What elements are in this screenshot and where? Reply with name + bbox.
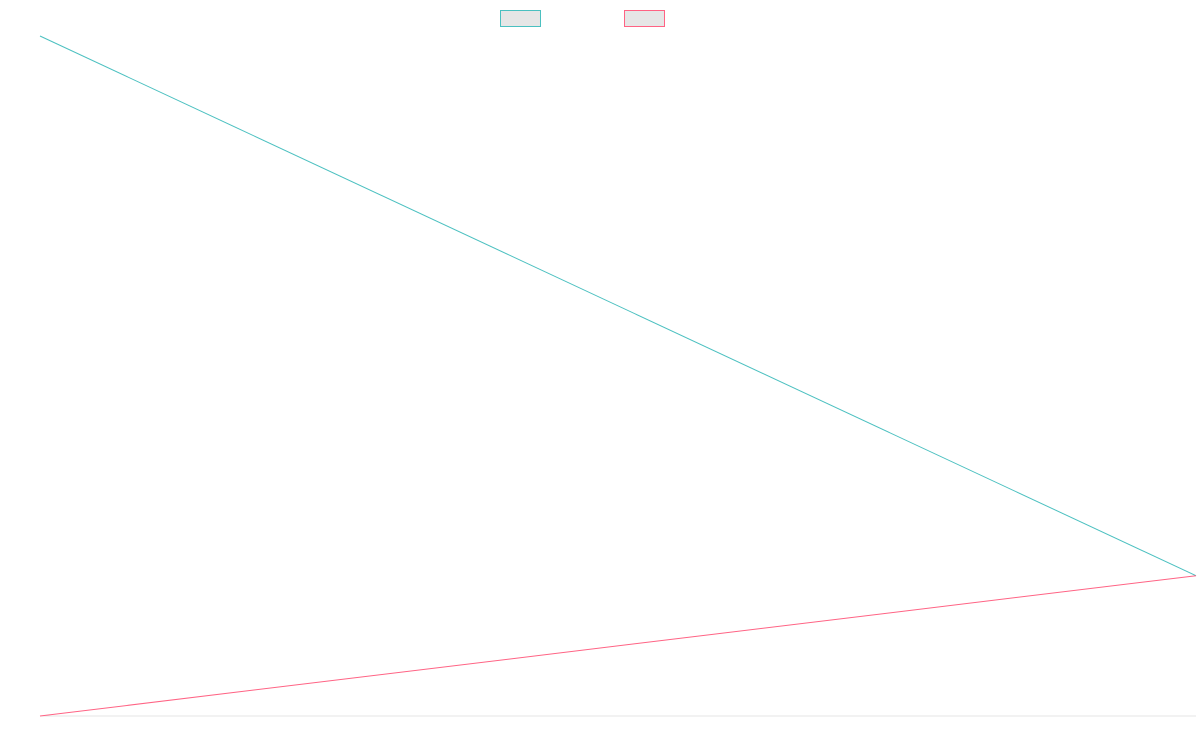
series-line-1 [39, 35, 1197, 577]
legend [500, 10, 665, 27]
legend-swatch-2[interactable] [624, 10, 665, 27]
series-line-2 [39, 575, 1197, 717]
legend-swatch-1[interactable] [500, 10, 541, 27]
plot-area [39, 35, 1197, 717]
